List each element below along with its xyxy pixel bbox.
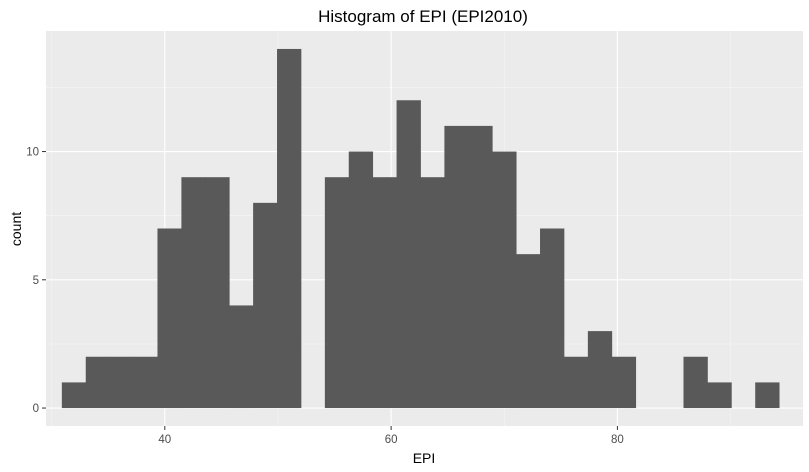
x-axis-ticks: 40 60 80: [158, 426, 624, 446]
y-tick-label: 0: [33, 403, 39, 415]
histogram-bar: [348, 151, 374, 409]
histogram-bar: [707, 382, 732, 409]
histogram-bar: [324, 177, 350, 409]
histogram-bar: [563, 356, 589, 409]
histogram-bar: [683, 356, 708, 409]
chart-title: Histogram of EPI (EPI2010): [318, 7, 528, 26]
histogram-bar: [229, 305, 254, 409]
histogram-bar: [492, 151, 517, 409]
y-tick-label: 10: [26, 147, 39, 159]
x-axis-title: EPI: [413, 450, 436, 466]
histogram-bar: [587, 331, 613, 409]
x-tick-label: 80: [611, 434, 624, 446]
histogram-bar: [109, 356, 134, 409]
histogram-bar: [253, 202, 278, 409]
histogram-bar: [181, 177, 206, 409]
histogram-bar: [396, 100, 421, 409]
histogram-bar: [468, 125, 493, 409]
histogram-bar: [133, 356, 158, 409]
histogram-bar: [540, 228, 565, 409]
histogram-bar: [420, 177, 445, 409]
y-axis-ticks: 0 5 10: [26, 147, 46, 415]
histogram-bar: [157, 228, 182, 409]
histogram-bar: [372, 177, 397, 409]
histogram-bar: [444, 125, 469, 409]
histogram-bar: [611, 356, 637, 409]
histogram-bar: [61, 382, 87, 409]
y-axis-title: count: [8, 212, 24, 246]
histogram-bar: [516, 254, 541, 409]
x-tick-label: 60: [385, 434, 398, 446]
histogram-bar: [205, 177, 230, 409]
histogram-bar: [755, 382, 780, 409]
y-tick-label: 5: [33, 275, 39, 287]
x-tick-label: 40: [158, 434, 171, 446]
histogram-bar: [85, 356, 111, 409]
histogram-bar: [277, 48, 302, 409]
histogram-bars: [61, 48, 780, 409]
